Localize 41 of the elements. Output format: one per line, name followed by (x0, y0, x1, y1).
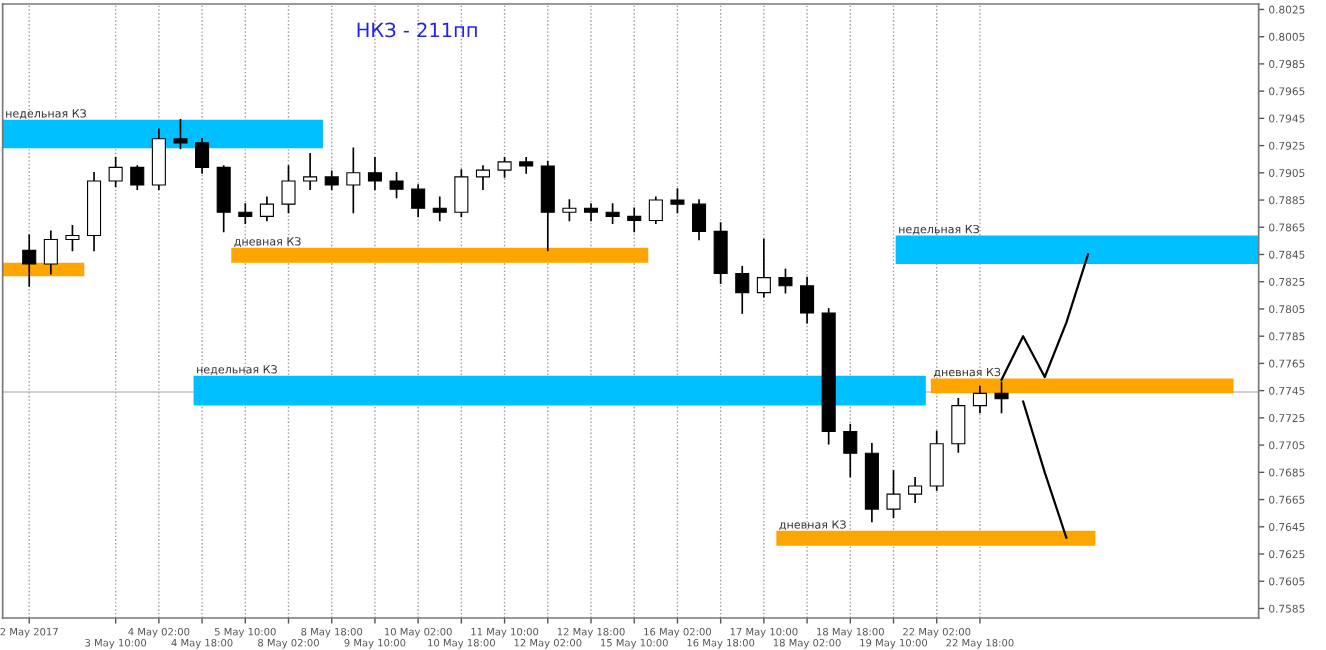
candlestick (411, 184, 426, 218)
candlestick (259, 196, 274, 222)
candlestick (475, 165, 491, 190)
candlestick (389, 171, 404, 199)
candlestick (303, 152, 318, 190)
candlestick (432, 196, 447, 222)
candlestick (22, 234, 37, 287)
candlestick (151, 128, 166, 190)
candlestick (130, 165, 145, 190)
candlestick (65, 225, 80, 252)
candlestick (800, 276, 815, 324)
candlestick (605, 203, 620, 225)
candlestick (627, 207, 642, 233)
candlestick (908, 476, 923, 504)
candlestick (972, 385, 987, 414)
candlestick (173, 118, 188, 150)
candlestick (281, 165, 296, 214)
candlestick (108, 157, 123, 188)
candlestick (713, 222, 728, 284)
candlestick (346, 147, 361, 214)
candlestick (583, 203, 599, 222)
candlestick (216, 165, 231, 233)
text: НКЗ - 211пп (357, 22, 477, 38)
candlestick (886, 470, 901, 519)
candlestick (367, 157, 382, 190)
candlestick (43, 230, 58, 275)
candlestick (735, 265, 750, 314)
candlestick (562, 199, 577, 222)
candlestick (238, 203, 253, 225)
candlestick (692, 199, 707, 241)
candlestick (929, 430, 944, 491)
candlestick (756, 238, 771, 298)
candlestick (540, 161, 555, 252)
candlestick (843, 423, 858, 478)
candlestick (778, 268, 793, 294)
candlestick (454, 169, 469, 218)
candlestick (195, 137, 210, 174)
candlestick (951, 397, 966, 453)
candlestick (497, 157, 512, 178)
candlestick (670, 188, 685, 214)
candlestick (648, 196, 663, 225)
